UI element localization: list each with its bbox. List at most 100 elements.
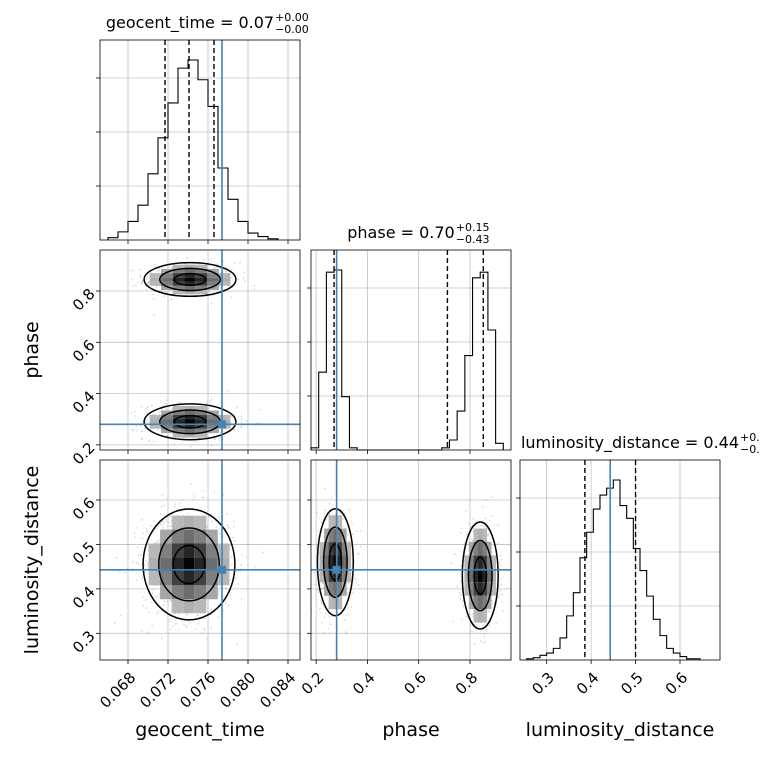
joint-phase-luminosity_distance-density-bin <box>482 568 487 583</box>
joint-geocent_time-luminosity_distance-contour <box>158 527 220 602</box>
joint-phase-luminosity_distance-density-bin <box>478 582 483 596</box>
joint-geocent_time-phase-density-bin <box>161 281 173 286</box>
ytick-label-luminosity_distance: 0.4 <box>69 583 99 613</box>
joint-geocent_time-luminosity_distance-density-bin <box>160 585 172 600</box>
joint-phase-luminosity_distance-contour <box>316 507 355 617</box>
joint-phase-luminosity_distance-contour <box>467 539 493 612</box>
joint-phase-luminosity_distance-density-bin <box>337 582 343 596</box>
joint-geocent_time-phase-density-bin <box>207 428 219 434</box>
xlabel-geocent_time: geocent_time <box>135 719 264 741</box>
joint-geocent_time-luminosity_distance-density-bin <box>171 515 184 530</box>
hist-phase-frame <box>310 249 512 451</box>
joint-geocent_time-phase-density-bin <box>195 277 208 282</box>
joint-phase-luminosity_distance-density-bin <box>333 555 338 569</box>
ytick-label-luminosity_distance: 0.5 <box>69 538 99 568</box>
joint-geocent_time-phase-density-bin <box>184 281 196 286</box>
ytick-label-luminosity_distance: 0.6 <box>69 494 99 524</box>
joint-geocent_time-phase-density-bin <box>207 268 219 274</box>
ytick-label-luminosity_distance: 0.3 <box>69 627 99 657</box>
xtick-label-geocent_time: 0.072 <box>136 669 179 712</box>
title-geocent_time-lower-error: −0.00 <box>275 23 309 36</box>
joint-geocent_time-phase-frame <box>99 249 301 451</box>
joint-phase-luminosity_distance-density-bin <box>482 609 487 623</box>
joint-geocent_time-phase-density-bin <box>172 285 185 290</box>
joint-phase-luminosity_distance-density-bin <box>468 568 474 583</box>
joint-geocent_time-luminosity_distance-density-bin <box>206 571 218 586</box>
joint-geocent_time-phase-density-bin <box>161 285 173 290</box>
joint-phase-luminosity_distance-density-bin <box>337 528 343 542</box>
joint-phase-luminosity_distance-density-bin <box>473 595 478 610</box>
joint-geocent_time-phase-density-bin <box>184 285 196 290</box>
joint-geocent_time-phase-contour <box>173 272 207 287</box>
title-phase: phase = 0.70 <box>347 223 454 242</box>
joint-geocent_time-luminosity_distance-density-bin <box>160 571 172 586</box>
joint-phase-luminosity_distance-density-bin <box>482 541 487 556</box>
joint-phase-luminosity_distance-density-bin <box>491 568 496 583</box>
joint-geocent_time-phase-density-bin <box>184 415 196 420</box>
joint-phase-luminosity_distance-density-bin <box>491 555 496 569</box>
joint-phase-luminosity_distance-truth-point <box>332 565 341 574</box>
joint-phase-luminosity_distance-density-bin <box>346 568 352 583</box>
xtick-label-luminosity_distance: 0.4 <box>573 669 603 699</box>
joint-geocent_time-luminosity_distance-density-bin <box>206 585 218 600</box>
joint-phase-luminosity_distance-density-bin <box>473 541 478 556</box>
joint-phase-luminosity_distance-density-bin <box>342 555 347 569</box>
joint-geocent_time-luminosity_distance-density-bin <box>183 585 195 600</box>
joint-phase-luminosity_distance-density-bin <box>464 555 469 569</box>
joint-geocent_time-phase-contour <box>143 261 237 298</box>
joint-geocent_time-phase-density-bin <box>149 415 162 420</box>
joint-geocent_time-phase-density-bin <box>184 410 196 415</box>
joint-phase-luminosity_distance-density-bin <box>487 582 492 596</box>
joint-geocent_time-luminosity_distance-truth-point <box>218 565 226 574</box>
joint-phase-luminosity_distance-density-bin <box>487 568 492 583</box>
joint-geocent_time-luminosity_distance-density-bin <box>194 585 207 600</box>
joint-geocent_time-phase-density-bin <box>149 277 162 282</box>
joint-geocent_time-phase-density-bin <box>195 268 208 274</box>
joint-phase-luminosity_distance-density-bin <box>473 528 478 542</box>
joint-geocent_time-phase-density-bin <box>218 415 231 420</box>
joint-geocent_time-phase-contour <box>143 403 237 441</box>
joint-phase-luminosity_distance-density-bin <box>342 568 347 583</box>
title-geocent_time: geocent_time = 0.07 <box>106 13 274 33</box>
joint-geocent_time-phase-density-bin <box>218 281 231 286</box>
joint-geocent_time-phase-density-bin <box>172 290 185 295</box>
joint-geocent_time-phase-density-bin <box>218 277 231 282</box>
joint-geocent_time-phase-density-bin <box>184 264 196 269</box>
joint-geocent_time-phase-density-bin <box>161 410 173 415</box>
joint-geocent_time-phase-density-bin <box>184 433 196 438</box>
title-luminosity_distance-lower-error: −0.06 <box>740 443 760 456</box>
joint-geocent_time-phase-density-bin <box>149 273 162 278</box>
joint-phase-luminosity_distance-density-bin <box>342 528 347 542</box>
joint-geocent_time-phase-density-bin <box>184 273 196 278</box>
xtick-label-luminosity_distance: 0.3 <box>528 669 558 699</box>
joint-geocent_time-phase-density-bin <box>207 281 219 286</box>
joint-phase-luminosity_distance-density-bin <box>324 568 329 583</box>
joint-geocent_time-luminosity_distance-density-bin <box>194 515 207 530</box>
joint-geocent_time-phase-density-bin <box>184 277 196 282</box>
joint-geocent_time-phase-density-bin <box>161 428 173 434</box>
xtick-label-phase: 0.8 <box>452 669 482 699</box>
joint-phase-luminosity_distance-density-bin <box>473 609 478 623</box>
title-phase-upper-error: +0.15 <box>456 221 490 234</box>
joint-geocent_time-phase-density-bin <box>161 424 173 429</box>
joint-phase-luminosity_distance-density-bin <box>324 582 329 596</box>
joint-geocent_time-luminosity_distance-density-bin <box>217 571 230 586</box>
xtick-label-geocent_time: 0.080 <box>216 669 259 712</box>
joint-phase-luminosity_distance-density-bin <box>464 568 469 583</box>
joint-geocent_time-phase-density-bin <box>161 277 173 282</box>
joint-phase-luminosity_distance-density-bin <box>328 582 334 596</box>
joint-phase-luminosity_distance-density-bin <box>473 568 478 583</box>
joint-geocent_time-phase-density-bin <box>195 410 208 415</box>
xtick-label-phase: 0.4 <box>349 669 379 699</box>
ytick-label-phase: 0.8 <box>69 285 99 315</box>
ytick-label-phase: 0.6 <box>69 336 99 366</box>
joint-geocent_time-phase-density-bin <box>172 433 185 438</box>
joint-geocent_time-phase-density-bin <box>172 406 185 411</box>
joint-phase-luminosity_distance-density-bin <box>346 555 352 569</box>
joint-geocent_time-luminosity_distance-density-bin <box>160 529 172 544</box>
joint-geocent_time-phase-density-bin <box>149 419 162 424</box>
joint-geocent_time-luminosity_distance-density-bin <box>183 599 195 614</box>
joint-geocent_time-phase-density-bin <box>184 268 196 274</box>
joint-phase-luminosity_distance-density-bin <box>482 528 487 542</box>
joint-phase-luminosity_distance-density-bin <box>487 555 492 569</box>
